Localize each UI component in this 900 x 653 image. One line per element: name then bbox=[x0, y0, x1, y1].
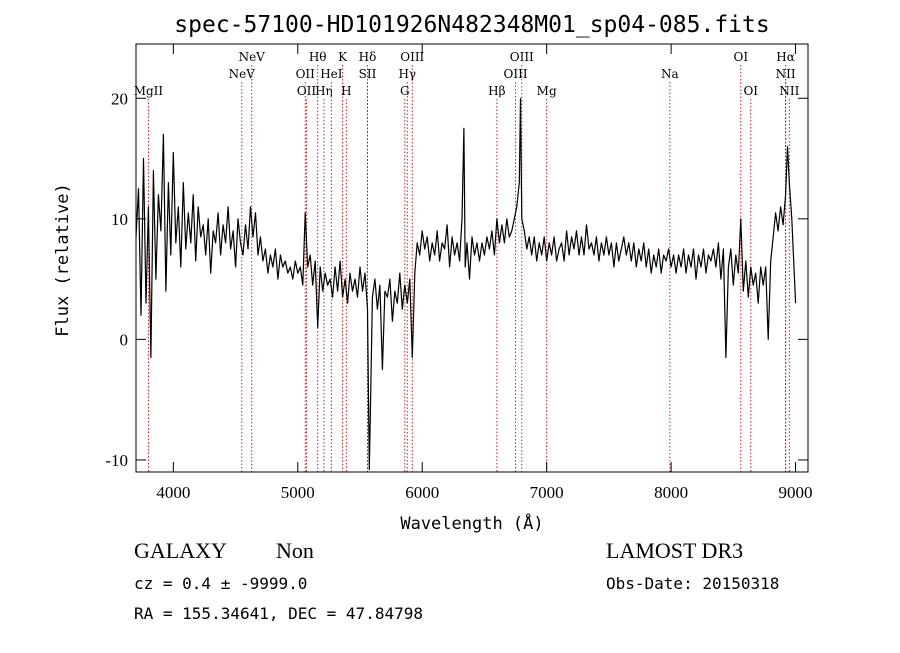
x-tick-label: 8000 bbox=[654, 483, 688, 502]
emission-line-label: K bbox=[338, 50, 348, 64]
emission-line-label: OI bbox=[743, 84, 758, 98]
emission-line-label: OIII bbox=[504, 67, 528, 81]
y-tick-label: -10 bbox=[105, 451, 128, 470]
emission-line-label: Hα bbox=[776, 50, 795, 64]
emission-line-label: NeV bbox=[229, 67, 256, 81]
emission-line-label: HeI bbox=[320, 67, 343, 81]
x-tick-label: 6000 bbox=[405, 483, 439, 502]
emission-line-label: MgII bbox=[134, 84, 164, 98]
y-tick-label: 20 bbox=[111, 89, 128, 108]
emission-line-label: OII bbox=[296, 67, 316, 81]
emission-line-label: G bbox=[400, 84, 410, 98]
emission-line-label: OI bbox=[734, 50, 749, 64]
plot-frame bbox=[135, 43, 809, 473]
redshift-line: cz = 0.4 ± -9999.0 bbox=[134, 574, 307, 593]
axes: 4000 5000 6000 7000 8000 9000 -10 0 10 20 bbox=[105, 43, 813, 502]
emission-line-label: NII bbox=[776, 67, 796, 81]
y-tick-label: 10 bbox=[111, 210, 128, 229]
y-axis-title: Flux (relative) bbox=[53, 183, 73, 337]
spectrum-series bbox=[135, 97, 797, 471]
emission-line-label: H bbox=[341, 84, 351, 98]
emission-line-label: NII bbox=[779, 84, 799, 98]
object-subclass: Non bbox=[276, 538, 314, 563]
emission-line-label: Hδ bbox=[359, 50, 377, 64]
chart-title: spec-57100-HD101926N482348M01_sp04-085.f… bbox=[174, 12, 769, 38]
x-axis-title: Wavelength (Å) bbox=[400, 512, 543, 534]
emission-line-label: OIII bbox=[510, 50, 534, 64]
x-tick-label: 4000 bbox=[156, 483, 190, 502]
emission-line-label: Mg bbox=[537, 84, 557, 98]
emission-lines: MgII NeV NeV OII OII Hθ Hη HeI K H Hδ SII OIII Hγ G OII… bbox=[134, 50, 800, 472]
emission-line-label: OII bbox=[297, 84, 317, 98]
x-tick-label: 5000 bbox=[281, 483, 315, 502]
y-tick-label: 0 bbox=[120, 330, 129, 349]
x-tick-label: 7000 bbox=[530, 483, 564, 502]
emission-line-label: Hγ bbox=[398, 67, 416, 81]
obs-date: Obs-Date: 20150318 bbox=[606, 574, 779, 593]
emission-line-label: Hη bbox=[315, 84, 333, 98]
emission-line-label: SII bbox=[359, 67, 377, 81]
survey-name: LAMOST DR3 bbox=[606, 538, 743, 563]
coordinates-line: RA = 155.34641, DEC = 47.84798 bbox=[134, 604, 423, 623]
emission-line-label: OIII bbox=[400, 50, 424, 64]
emission-line-label: Hβ bbox=[488, 84, 505, 98]
emission-line-label: Hθ bbox=[309, 50, 327, 64]
spectrum-line bbox=[135, 97, 797, 471]
x-tick-label: 9000 bbox=[779, 483, 813, 502]
object-class: GALAXY bbox=[134, 538, 227, 563]
emission-line-label: NeV bbox=[239, 50, 266, 64]
emission-line-label: Na bbox=[661, 67, 679, 81]
